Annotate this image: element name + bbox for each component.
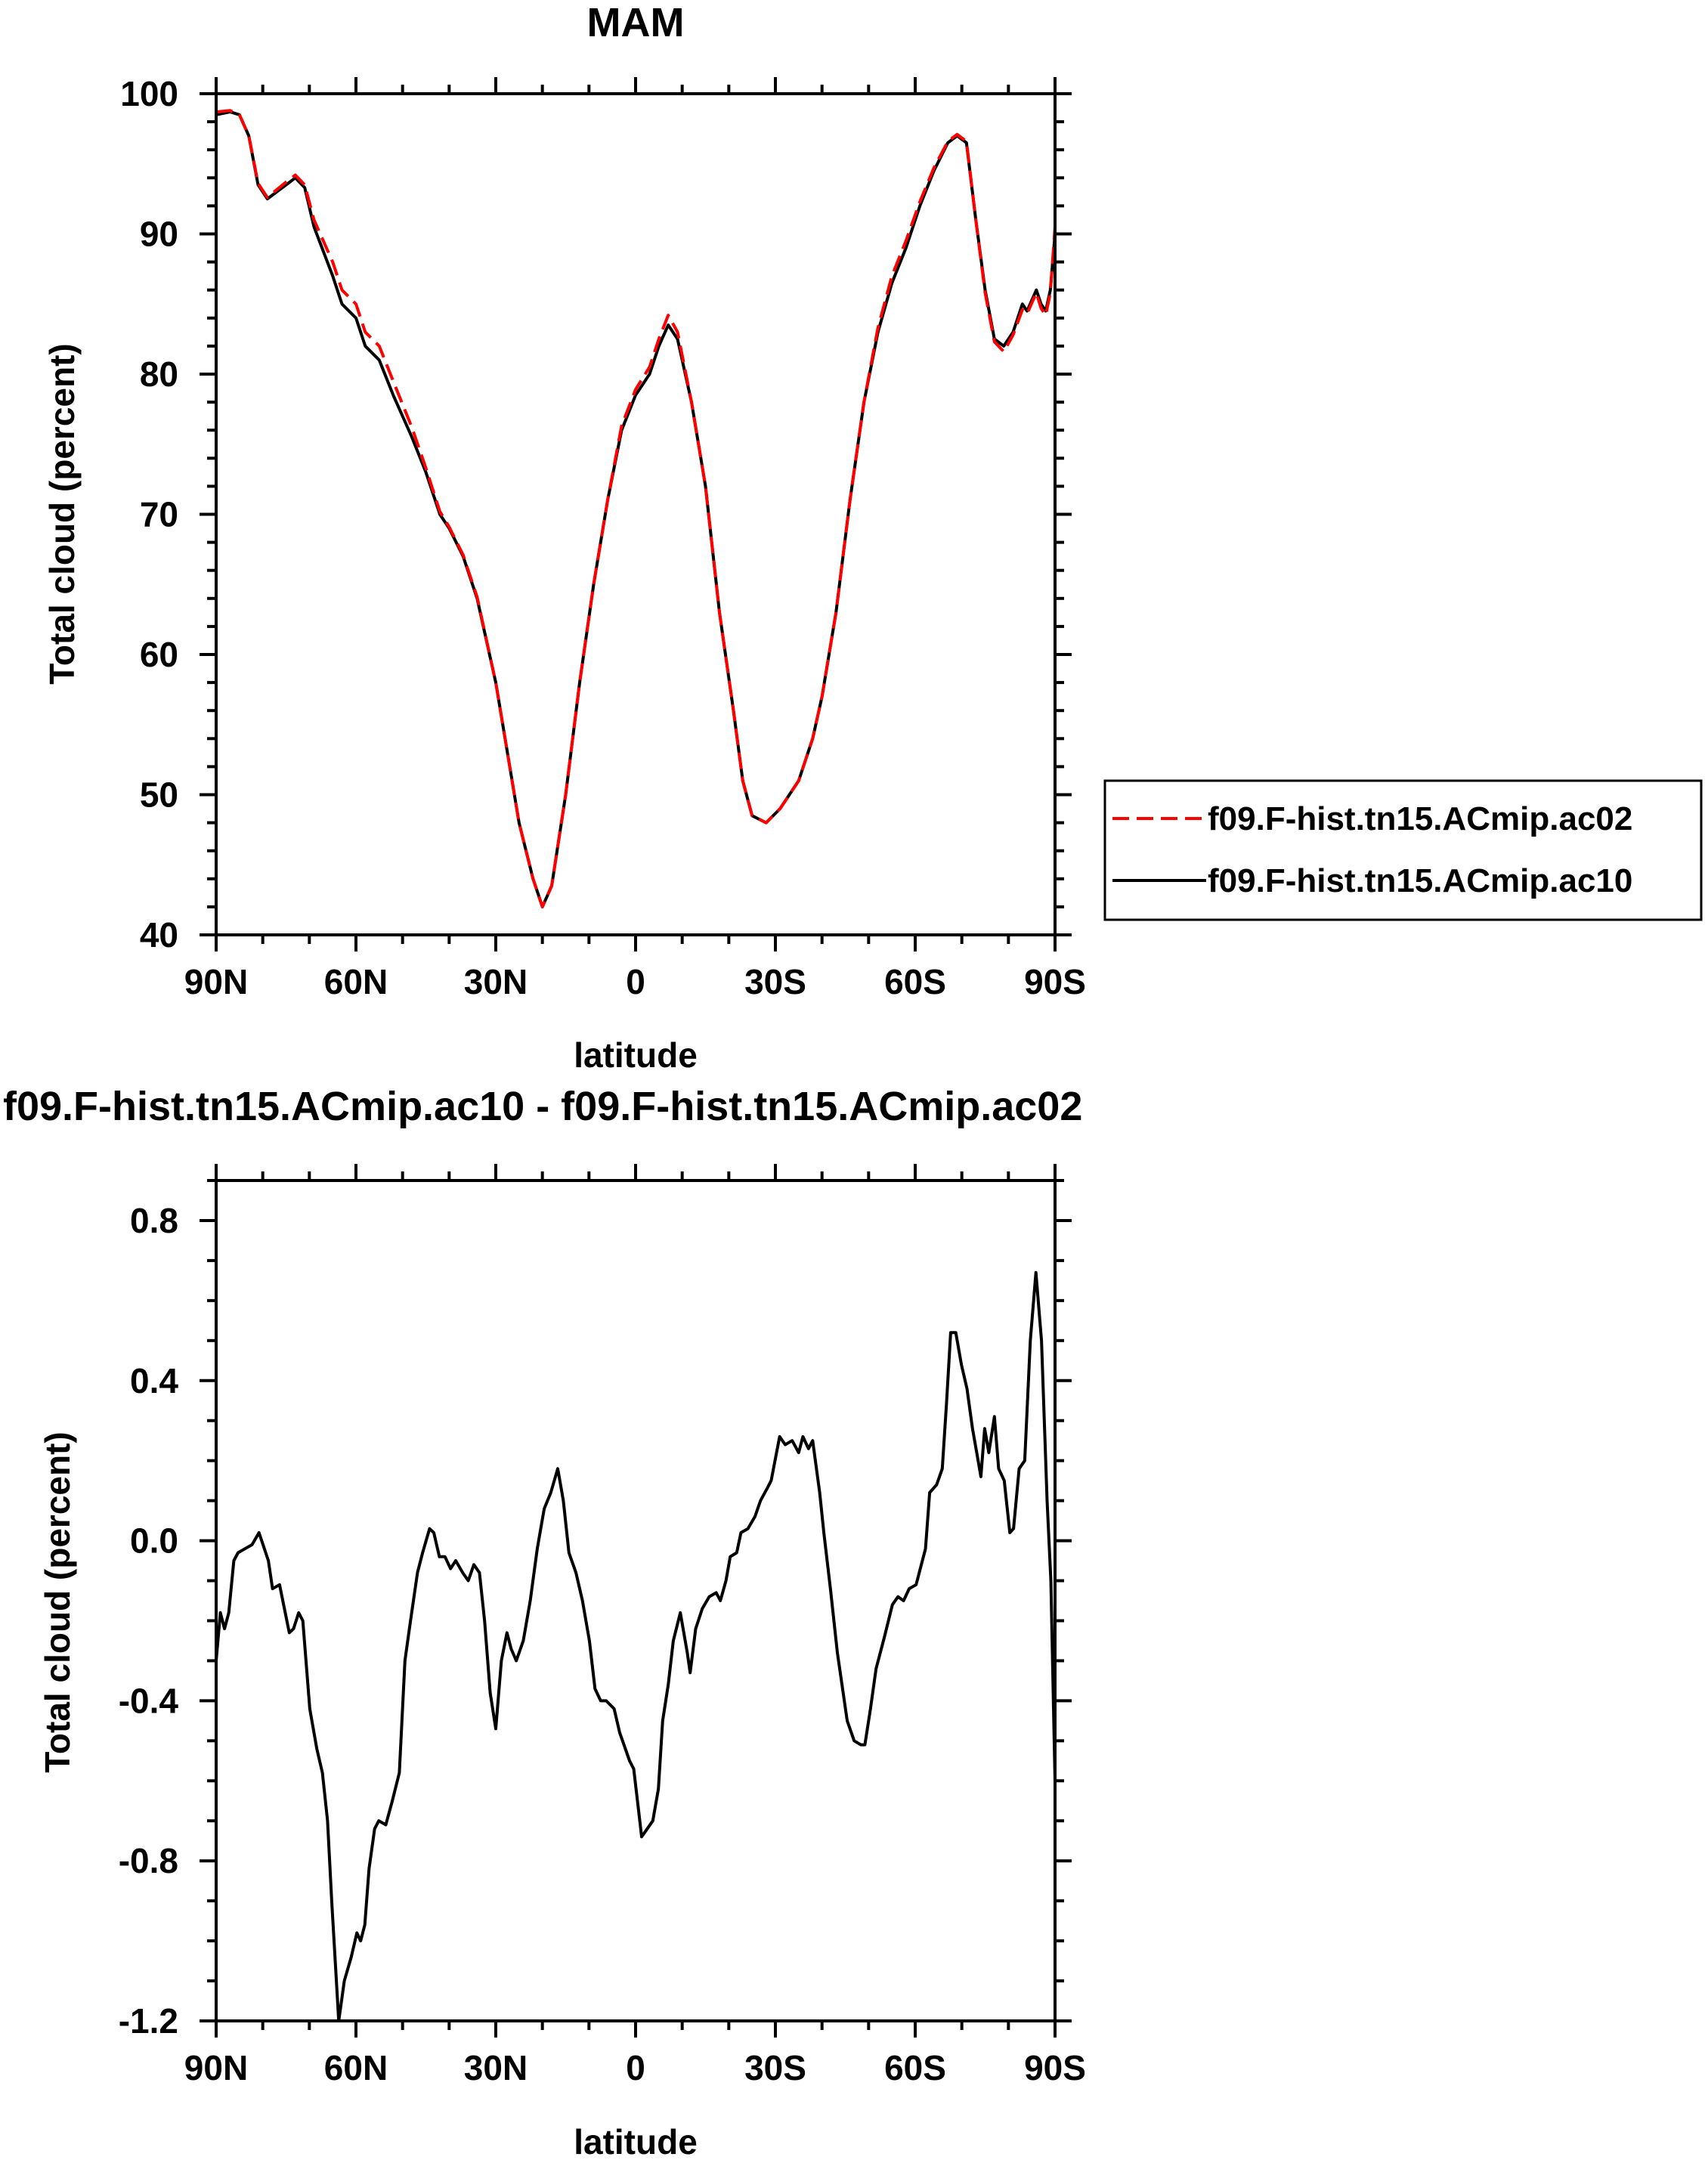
- x-tick-label: 30N: [464, 2048, 528, 2087]
- x-tick-label: 90N: [184, 2048, 248, 2087]
- series-line-1: [215, 109, 1057, 908]
- x-tick-label: 0: [626, 2048, 645, 2087]
- plot-frame: [215, 92, 1057, 936]
- x-axis-label: latitude: [574, 2122, 698, 2161]
- x-tick-label: 90N: [184, 962, 248, 1001]
- axis-ticks: 90N 60N 30N 0 30S 60S 90S 40 50 60 70 80 90 100: [120, 74, 1086, 1001]
- y-tick-label: -0.8: [119, 1841, 178, 1880]
- legend-box: [1103, 779, 1703, 921]
- series-lines: [215, 109, 1057, 908]
- chart-title: f09.F-hist.tn15.ACmip.ac10 - f09.F-hist.…: [3, 1084, 1082, 1129]
- series-line-0: [215, 110, 1057, 908]
- x-tick-label: 60N: [324, 2048, 388, 2087]
- y-tick-label: 70: [140, 495, 178, 534]
- x-tick-label: 60N: [324, 962, 388, 1001]
- legend-label-ac02: f09.F-hist.tn15.ACmip.ac02: [1208, 800, 1632, 837]
- y-tick-label: 0.0: [130, 1521, 178, 1561]
- y-tick-label: -0.4: [119, 1681, 179, 1720]
- x-tick-label: 60S: [884, 2048, 946, 2087]
- y-axis-label: Total cloud (percent): [42, 343, 82, 685]
- y-tick-label: -1.2: [119, 2001, 178, 2041]
- chart-title: MAM: [587, 0, 685, 45]
- x-tick-label: 30N: [464, 962, 528, 1001]
- x-tick-label: 60S: [884, 962, 946, 1001]
- chart-top: MAM 90N 60N 30N 0 30S 60S 90S 40 50 60 70 80 90 100 l…: [42, 0, 1703, 1075]
- y-tick-label: 90: [140, 215, 178, 254]
- y-tick-label: 0.8: [130, 1201, 178, 1240]
- plot-frame: [215, 1179, 1057, 2022]
- x-tick-label: 90S: [1024, 962, 1086, 1001]
- x-axis-label: latitude: [574, 1035, 698, 1075]
- x-tick-label: 30S: [744, 962, 806, 1001]
- x-tick-label: 30S: [744, 2048, 806, 2087]
- axis-ticks: 90N 60N 30N 0 30S 60S 90S -1.2 -0.8 -0.4 0.0 0.4 0.8: [119, 1164, 1086, 2087]
- y-tick-label: 100: [120, 74, 178, 113]
- legend: f09.F-hist.tn15.ACmip.ac02 f09.F-hist.tn…: [1103, 779, 1703, 921]
- x-tick-label: 90S: [1024, 2048, 1086, 2087]
- y-tick-label: 50: [140, 775, 178, 815]
- y-axis-label: Total cloud (percent): [38, 1431, 77, 1773]
- y-tick-label: 0.4: [130, 1361, 178, 1400]
- series-lines: [215, 1270, 1057, 2022]
- x-tick-label: 0: [626, 962, 645, 1001]
- y-tick-label: 80: [140, 354, 178, 394]
- legend-label-ac10: f09.F-hist.tn15.ACmip.ac10: [1208, 862, 1632, 899]
- chart-bottom: f09.F-hist.tn15.ACmip.ac10 - f09.F-hist.…: [3, 1084, 1086, 2161]
- y-tick-label: 60: [140, 635, 178, 674]
- series-line-0: [215, 1270, 1057, 2022]
- y-tick-label: 40: [140, 915, 178, 955]
